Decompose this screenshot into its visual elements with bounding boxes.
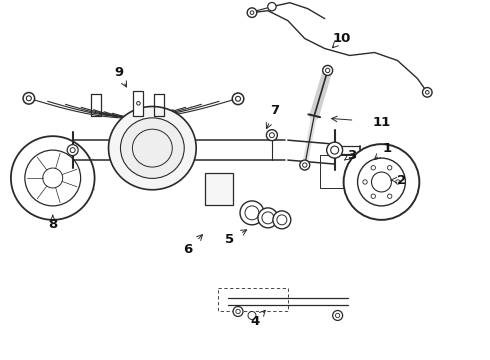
Text: 9: 9 — [114, 66, 123, 79]
Circle shape — [336, 313, 340, 318]
Circle shape — [371, 166, 375, 170]
Circle shape — [23, 93, 35, 104]
Circle shape — [258, 208, 278, 228]
Circle shape — [268, 3, 276, 11]
Circle shape — [277, 215, 287, 225]
Circle shape — [422, 87, 432, 97]
Circle shape — [236, 96, 241, 101]
Circle shape — [388, 194, 392, 198]
Circle shape — [323, 66, 333, 75]
Ellipse shape — [121, 118, 184, 179]
Text: 3: 3 — [347, 149, 356, 162]
Circle shape — [262, 212, 274, 224]
Circle shape — [267, 130, 277, 141]
Text: 4: 4 — [250, 315, 260, 328]
Circle shape — [343, 144, 419, 220]
Circle shape — [236, 309, 240, 314]
Text: 6: 6 — [184, 243, 193, 256]
Text: 10: 10 — [332, 32, 351, 45]
Circle shape — [273, 211, 291, 229]
Circle shape — [396, 180, 400, 184]
Circle shape — [247, 8, 257, 17]
Circle shape — [327, 142, 343, 158]
Circle shape — [248, 311, 256, 319]
Bar — [205, 173, 233, 205]
Circle shape — [43, 168, 63, 188]
Text: 11: 11 — [372, 116, 391, 129]
Circle shape — [250, 11, 254, 14]
Circle shape — [232, 93, 244, 105]
Circle shape — [300, 160, 310, 170]
Circle shape — [331, 146, 339, 154]
Circle shape — [371, 172, 392, 192]
Circle shape — [270, 133, 274, 138]
Circle shape — [371, 194, 375, 198]
Text: 2: 2 — [397, 174, 406, 186]
Circle shape — [137, 102, 140, 105]
Circle shape — [333, 310, 343, 320]
Circle shape — [425, 91, 429, 94]
Ellipse shape — [108, 107, 196, 190]
Circle shape — [245, 206, 259, 220]
Circle shape — [26, 96, 31, 101]
Circle shape — [388, 166, 392, 170]
Circle shape — [303, 163, 307, 167]
Text: 5: 5 — [225, 233, 235, 246]
Circle shape — [11, 136, 95, 220]
Text: 1: 1 — [383, 141, 392, 155]
Circle shape — [325, 68, 330, 73]
Circle shape — [240, 201, 264, 225]
Circle shape — [25, 150, 81, 206]
Circle shape — [363, 180, 367, 184]
Text: 8: 8 — [48, 218, 57, 231]
Bar — [133, 91, 144, 116]
Circle shape — [358, 158, 405, 206]
Circle shape — [233, 306, 243, 316]
Circle shape — [67, 145, 78, 156]
Text: 7: 7 — [270, 104, 279, 117]
Circle shape — [70, 148, 75, 153]
